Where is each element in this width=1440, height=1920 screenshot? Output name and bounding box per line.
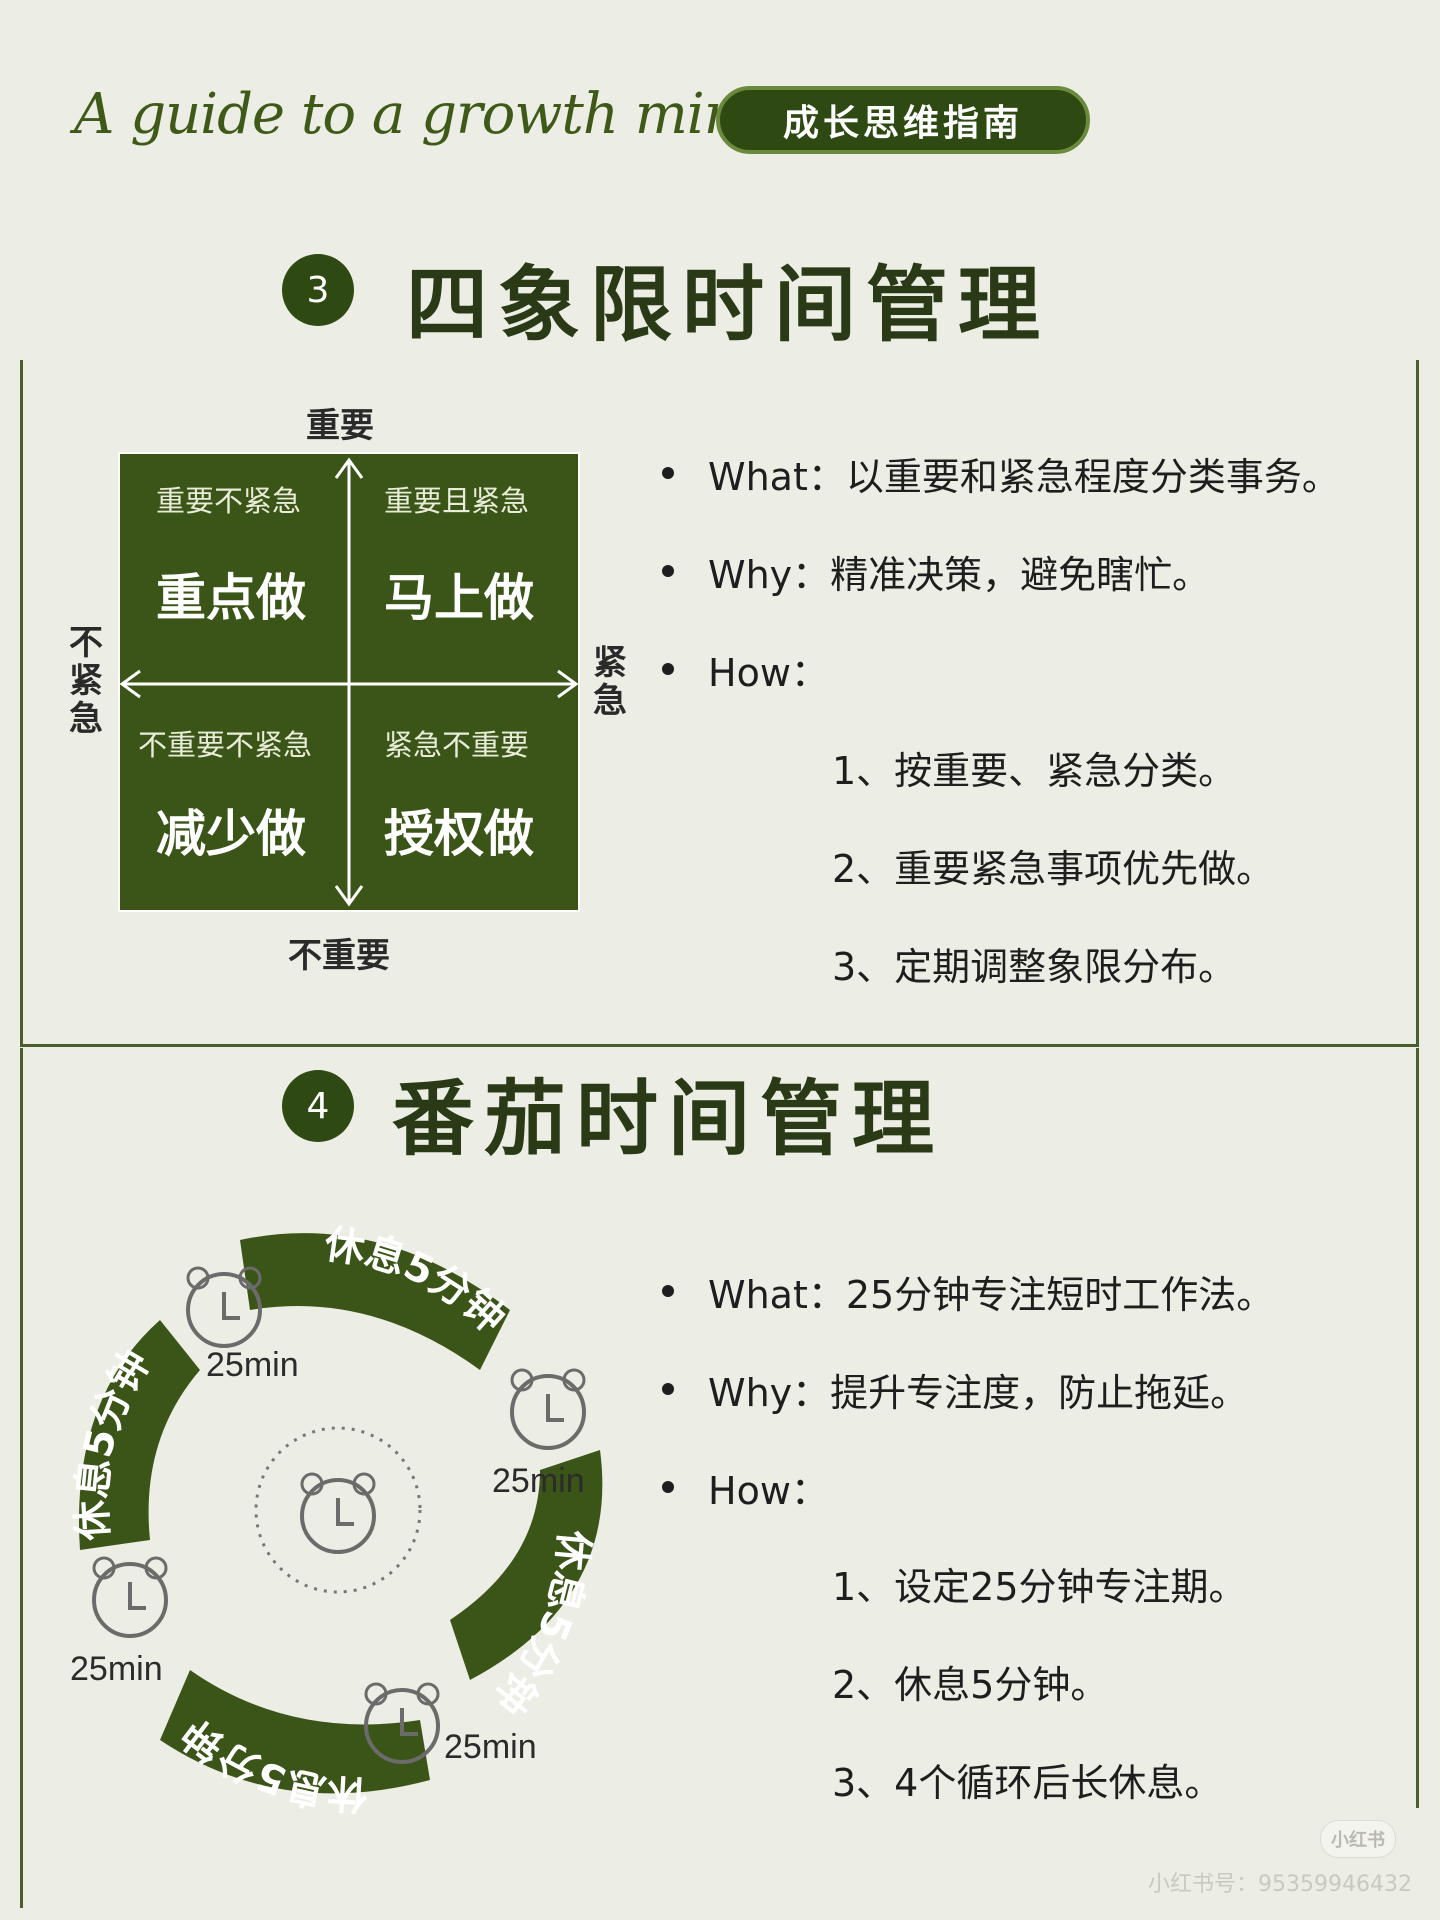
section3-frame-right [1416, 360, 1419, 1046]
section4-bullet-what: What：25分钟专注短时工作法。 [662, 1242, 1274, 1340]
axis-label-urgent: 紧急 [593, 643, 627, 721]
section4-frame-left [20, 1048, 23, 1908]
bullet-dot [662, 1481, 674, 1493]
section3-bullet-why: Why：精准决策，避免瞎忙。 [662, 522, 1340, 620]
bullet-text: What：以重要和紧急程度分类事务。 [708, 454, 1340, 499]
axis-label-not-urgent: 不紧急 [69, 623, 103, 739]
rest-arc-bottom [160, 1670, 430, 1794]
section4-frame-right [1416, 1048, 1419, 1808]
eisenhower-matrix: 重要不紧急 重点做 重要且紧急 马上做 不重要不紧急 减少做 紧急不重要 授权做 [118, 452, 580, 912]
alarm-clock-icon [186, 1266, 262, 1348]
bullet-text: Why：提升专注度，防止拖延。 [708, 1370, 1249, 1415]
watermark-logo: 小红书 [1320, 1820, 1396, 1858]
quadrant-2-main: 马上做 [384, 569, 534, 627]
section4-bullet-why: Why：提升专注度，防止拖延。 [662, 1340, 1274, 1438]
header-badge: 成长思维指南 [716, 86, 1090, 154]
bullet-dot [662, 1285, 674, 1297]
quadrant-2-sub: 重要且紧急 [384, 484, 530, 518]
matrix-axes-arrows [119, 457, 579, 907]
section3-number-badge: 3 [282, 254, 354, 326]
section3-step-2: 2、重要紧急事项优先做。 [832, 846, 1275, 891]
alarm-clock-icon [92, 1556, 168, 1638]
section3-step-3: 3、定期调整象限分布。 [832, 944, 1237, 989]
axis-label-not-important: 不重要 [288, 936, 390, 976]
bullet-text: How： [708, 1468, 829, 1513]
bullet-dot [662, 467, 674, 479]
work-label-right: 25min [492, 1462, 585, 1500]
section3-bullet-what: What：以重要和紧急程度分类事务。 [662, 424, 1340, 522]
bullet-dot [662, 565, 674, 577]
section4-bullet-how: How： [662, 1438, 1274, 1536]
watermark-text: 小红书号：95359946432 [1148, 1872, 1412, 1897]
pomodoro-cycle-diagram: 休息5分钟 休息5分钟 休息5分钟 休息5分钟 [69, 1221, 603, 1817]
section4-bullet-list: What：25分钟专注短时工作法。 Why：提升专注度，防止拖延。 How： [662, 1242, 1274, 1536]
bullet-text: How： [708, 650, 829, 695]
bullet-dot [662, 663, 674, 675]
section4-step-list: 1、设定25分钟专注期。 2、休息5分钟。 3、4个循环后长休息。 [832, 1534, 1247, 1828]
section4-number-badge: 4 [282, 1070, 354, 1142]
rest-arc-right [450, 1450, 603, 1680]
section-divider [20, 1044, 1419, 1047]
rest-arc-left [79, 1320, 200, 1550]
section4-step-2: 2、休息5分钟。 [832, 1662, 1109, 1707]
bullet-dot [662, 1383, 674, 1395]
section3-step-list: 1、按重要、紧急分类。 2、重要紧急事项优先做。 3、定期调整象限分布。 [832, 718, 1274, 1012]
quadrant-1-sub: 重要不紧急 [156, 484, 302, 518]
rest-arc-top [240, 1233, 510, 1370]
alarm-clock-icon [364, 1682, 440, 1764]
bullet-text: Why：精准决策，避免瞎忙。 [708, 552, 1211, 597]
section3-step-1: 1、按重要、紧急分类。 [832, 748, 1237, 793]
center-alarm-clock-icon [300, 1472, 376, 1554]
center-dotted-ring [254, 1426, 422, 1594]
section3-title: 四象限时间管理 [406, 258, 1051, 353]
quadrant-3-main: 减少做 [156, 805, 306, 863]
work-label-bottom: 25min [444, 1728, 537, 1766]
quadrant-3-sub: 不重要不紧急 [138, 728, 313, 762]
section4-title: 番茄时间管理 [392, 1072, 945, 1167]
section3-bullet-list: What：以重要和紧急程度分类事务。 Why：精准决策，避免瞎忙。 How： [662, 424, 1340, 718]
bullet-text: What：25分钟专注短时工作法。 [708, 1272, 1275, 1317]
section3-bullet-how: How： [662, 620, 1340, 718]
axis-label-important: 重要 [306, 406, 374, 446]
section4-step-3: 3、4个循环后长休息。 [832, 1760, 1223, 1805]
section4-step-1: 1、设定25分钟专注期。 [832, 1564, 1247, 1609]
quadrant-1-main: 重点做 [156, 569, 306, 627]
section3-frame-left [20, 360, 23, 1046]
quadrant-4-sub: 紧急不重要 [384, 728, 530, 762]
work-label-top: 25min [206, 1346, 299, 1384]
work-label-left: 25min [70, 1650, 163, 1688]
quadrant-4-main: 授权做 [384, 805, 534, 863]
alarm-clock-icon [510, 1368, 586, 1450]
